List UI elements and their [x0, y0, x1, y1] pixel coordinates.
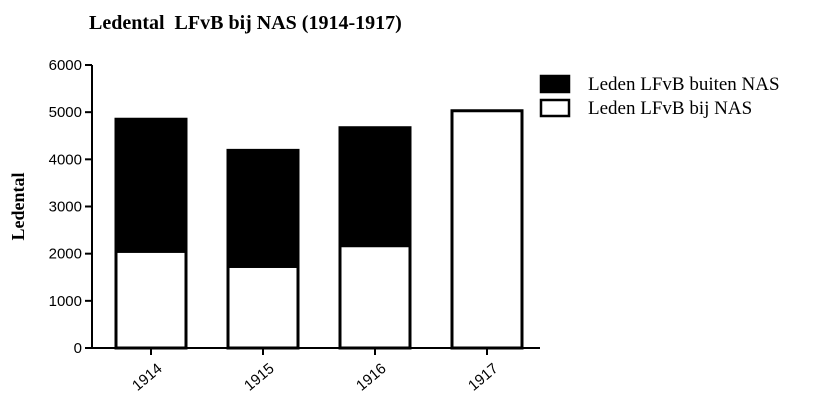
x-tick-label-1914: 1914 — [129, 360, 165, 394]
bar-buiten-nas-1915 — [226, 148, 300, 268]
bar-bij-nas-1916 — [338, 244, 412, 350]
legend-label-1: Leden LFvB bij NAS — [588, 98, 752, 119]
legend-label-0: Leden LFvB buiten NAS — [588, 74, 780, 95]
x-tick-label-1916: 1916 — [353, 360, 389, 394]
y-tick-label: 2000 — [49, 246, 82, 263]
bars-layer — [114, 109, 524, 350]
x-tick-label-1917: 1917 — [465, 360, 501, 394]
legend: Leden LFvB buiten NAS Leden LFvB bij NAS — [539, 74, 780, 119]
y-tick-label: 5000 — [49, 104, 82, 121]
x-tick-label-1915: 1915 — [241, 360, 277, 394]
bar-bij-nas-1914 — [114, 249, 188, 350]
bar-buiten-nas-1914 — [114, 117, 188, 253]
chart-title: Ledental LFvB bij NAS (1914-1917) — [89, 12, 402, 34]
legend-swatch-0 — [539, 74, 571, 94]
legend-swatch-1 — [539, 98, 571, 118]
y-tick-label: 1000 — [49, 293, 82, 310]
y-tick-label: 3000 — [49, 199, 82, 216]
y-tick-label: 6000 — [49, 57, 82, 74]
bar-bij-nas-1915 — [226, 264, 300, 350]
bar-buiten-nas-1916 — [338, 126, 412, 248]
y-tick-label: 4000 — [49, 151, 82, 168]
bar-bij-nas-1917 — [450, 109, 524, 350]
y-tick-label: 0 — [74, 340, 82, 357]
y-axis-label: Ledental — [8, 172, 28, 240]
